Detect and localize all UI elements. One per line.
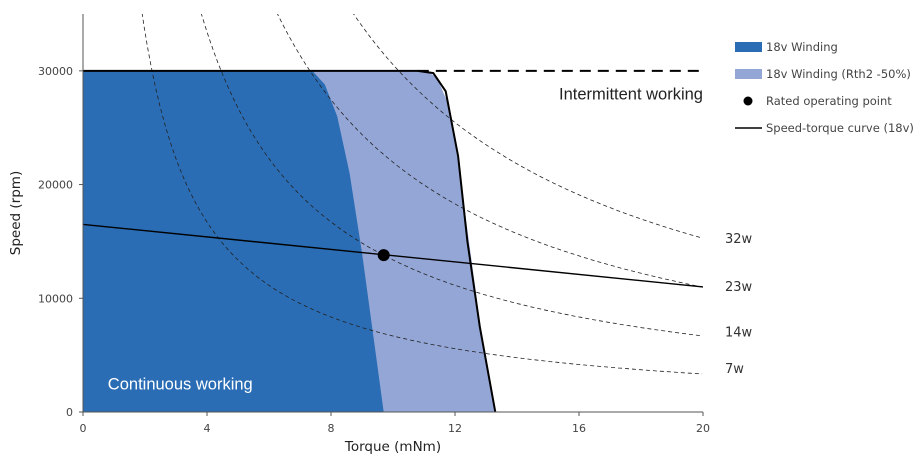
power-label-32w: 32w xyxy=(725,232,753,247)
x-tick-label: 4 xyxy=(204,422,211,435)
power-curve-14w xyxy=(201,14,702,337)
x-tick-label: 12 xyxy=(448,422,462,435)
power-curve-23w xyxy=(277,14,702,288)
plot-area xyxy=(83,14,703,412)
intermittent-working-label: Intermittent working xyxy=(559,85,703,103)
legend-label-2: Rated operating point xyxy=(766,94,892,108)
legend: 18v Winding 18v Winding (Rth2 -50%) Rated … xyxy=(735,40,914,135)
y-tick-label: 0 xyxy=(66,406,73,419)
legend-label-1: 18v Winding (Rth2 -50%) xyxy=(766,67,911,81)
power-label-23w: 23w xyxy=(725,280,753,295)
y-tick-label: 30000 xyxy=(38,65,73,78)
power-curve-32w xyxy=(353,14,702,239)
y-tick-label: 20000 xyxy=(38,179,73,192)
legend-swatch-1 xyxy=(735,69,762,79)
x-tick-label: 20 xyxy=(696,422,710,435)
legend-label-3: Speed-torque curve (18v) xyxy=(766,121,914,135)
rated-operating-point xyxy=(377,249,390,262)
x-axis-title: Torque (mNm) xyxy=(344,439,441,455)
x-tick-label: 8 xyxy=(328,422,335,435)
legend-label-0: 18v Winding xyxy=(766,40,838,54)
y-axis-title: Speed (rpm) xyxy=(8,171,24,255)
axes: 7w 14w 23w 32w Intermittent working Continuou… xyxy=(8,14,753,455)
power-label-7w: 7w xyxy=(725,362,744,377)
x-tick-label: 0 xyxy=(80,422,87,435)
legend-swatch-2 xyxy=(743,96,753,106)
power-label-14w: 14w xyxy=(725,325,753,340)
speed-torque-curve-18v xyxy=(83,223,703,288)
legend-swatch-0 xyxy=(735,42,762,52)
continuous-working-label: Continuous working xyxy=(108,375,253,393)
x-tick-label: 16 xyxy=(572,422,586,435)
y-tick-label: 10000 xyxy=(38,292,73,305)
area-continuous-18v-winding xyxy=(83,70,384,412)
